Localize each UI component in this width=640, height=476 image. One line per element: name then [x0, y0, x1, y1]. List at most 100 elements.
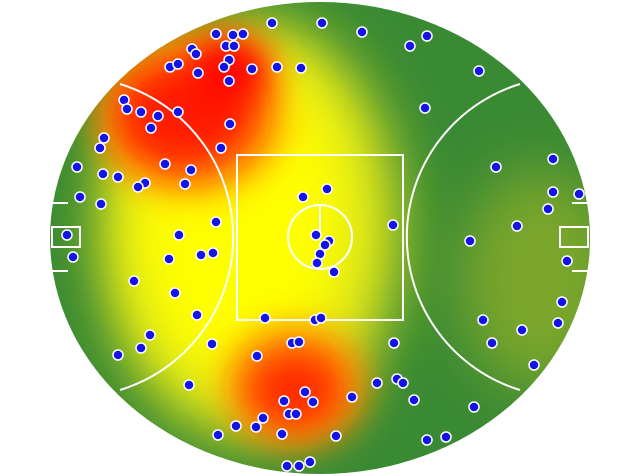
point	[95, 198, 107, 210]
point	[293, 460, 305, 472]
point	[128, 275, 140, 287]
point	[573, 188, 585, 200]
point	[71, 161, 83, 173]
point	[299, 386, 311, 398]
point	[293, 336, 305, 348]
point	[112, 171, 124, 183]
point	[552, 317, 564, 329]
point	[397, 377, 409, 389]
point	[328, 266, 340, 278]
point	[304, 456, 316, 468]
point	[237, 28, 249, 40]
point	[278, 395, 290, 407]
point	[132, 181, 144, 193]
point	[228, 40, 240, 52]
point	[223, 75, 235, 87]
point	[145, 122, 157, 134]
point	[387, 219, 399, 231]
point	[419, 102, 431, 114]
point	[210, 216, 222, 228]
point	[319, 239, 331, 251]
point	[98, 132, 110, 144]
point	[266, 17, 278, 29]
point	[163, 253, 175, 265]
point	[516, 324, 528, 336]
point	[112, 349, 124, 361]
point	[440, 431, 452, 443]
point	[421, 434, 433, 446]
point	[192, 67, 204, 79]
point	[74, 191, 86, 203]
point	[250, 421, 262, 433]
point	[311, 257, 323, 269]
point	[356, 26, 368, 38]
point	[185, 164, 197, 176]
point	[207, 247, 219, 259]
point	[468, 401, 480, 413]
point	[307, 396, 319, 408]
point	[144, 329, 156, 341]
point	[246, 63, 258, 75]
point	[257, 412, 269, 424]
point	[330, 430, 342, 442]
point	[315, 312, 327, 324]
point	[67, 251, 79, 263]
point	[310, 229, 322, 241]
point	[388, 337, 400, 349]
point	[227, 29, 239, 41]
point	[215, 142, 227, 154]
point	[179, 178, 191, 190]
point	[135, 106, 147, 118]
point	[230, 420, 242, 432]
point	[321, 183, 333, 195]
point	[97, 168, 109, 180]
point	[212, 429, 224, 441]
point	[152, 110, 164, 122]
point	[346, 391, 358, 403]
point	[408, 394, 420, 406]
point	[547, 186, 559, 198]
point	[297, 191, 309, 203]
point	[486, 337, 498, 349]
point	[135, 342, 147, 354]
point	[464, 235, 476, 247]
point	[210, 28, 222, 40]
point	[172, 106, 184, 118]
point	[218, 61, 230, 73]
point	[281, 460, 293, 472]
point	[206, 338, 218, 350]
point	[421, 30, 433, 42]
point	[290, 408, 302, 420]
point	[528, 359, 540, 371]
point	[94, 142, 106, 154]
point	[224, 118, 236, 130]
point	[473, 65, 485, 77]
point	[259, 312, 271, 324]
point	[159, 158, 171, 170]
point	[169, 287, 181, 299]
point	[295, 62, 307, 74]
point	[276, 428, 288, 440]
point	[547, 153, 559, 165]
point	[172, 58, 184, 70]
point	[561, 255, 573, 267]
point	[271, 61, 283, 73]
point	[191, 309, 203, 321]
point	[316, 17, 328, 29]
point	[251, 350, 263, 362]
point	[511, 220, 523, 232]
point	[190, 48, 202, 60]
point	[371, 377, 383, 389]
point	[404, 40, 416, 52]
point	[183, 379, 195, 391]
point	[61, 229, 73, 241]
point	[542, 203, 554, 215]
point	[556, 296, 568, 308]
point	[121, 103, 133, 115]
point	[490, 161, 502, 173]
point	[477, 314, 489, 326]
point	[195, 249, 207, 261]
point	[173, 229, 185, 241]
